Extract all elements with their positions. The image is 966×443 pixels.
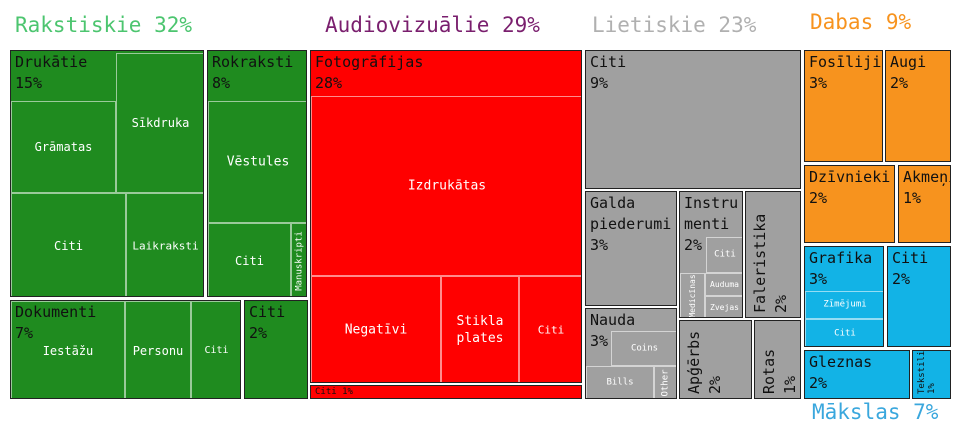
subcategory-cell: Iestāžu (11, 301, 125, 398)
category-cell: Citi 1% (310, 385, 582, 399)
subcategory-label: Zvejas (710, 302, 739, 312)
category-label: Dokumenti 7% (15, 303, 97, 342)
category-cell: Fotogrāfijas 28% Izdrukātas Negatīvi Stikla… (310, 50, 582, 383)
category-cell: Tekstilija 1% (912, 350, 951, 399)
category-cell: Faleristika 2% (745, 191, 801, 318)
subcategory-label: Citi (537, 323, 565, 337)
category-cell: Gleznas 2% (804, 350, 910, 399)
category-cell: Citi 9% (585, 50, 801, 189)
subcategory-cell: Izdrukātas (311, 96, 581, 276)
category-label: Tekstilija 1% (917, 350, 937, 394)
category-cell: Citi 2% (244, 300, 308, 399)
subcategory-cell: Vēstules (208, 101, 306, 223)
subcategory-label: Citi (204, 344, 229, 356)
subcategory-label: Sīkdruka (131, 116, 190, 130)
subcategory-label: Other (660, 369, 671, 397)
subcategory-cell: Auduma (705, 273, 742, 296)
category-label: Fotogrāfijas 28% (315, 53, 424, 92)
subcategory-label: Bills (606, 377, 634, 388)
subcategory-label: Laikraksti (132, 239, 199, 252)
subcategory-cell: Stikla plates (441, 276, 519, 382)
category-cell: Akmeņi 1% (898, 165, 951, 243)
category-cell: Galda piederumi 3% (585, 191, 677, 306)
subcategory-label: Stikla plates (456, 314, 504, 346)
category-label: Apģērbs 2% (685, 330, 724, 394)
subcategory-label: Citi (834, 328, 856, 338)
category-label: Dzīvnieki 2% (809, 168, 891, 207)
subcategory-cell: Bills (586, 366, 654, 398)
category-cell: Instru menti 2% Citi Medicīnas Auduma Zvejas (679, 191, 743, 318)
category-label: Gleznas 2% (809, 353, 873, 392)
category-label: Citi 2% (249, 303, 286, 342)
subcategory-label: Citi (54, 238, 83, 253)
category-cell: Citi 2% (887, 246, 951, 347)
group-label: Dabas 9% (810, 10, 912, 34)
group-label: Audiovizuālie 29% (325, 13, 540, 37)
category-label: Instru menti 2% (684, 194, 739, 254)
category-label: Grafika 3% (809, 249, 873, 288)
subcategory-cell: Grāmatas (11, 101, 116, 193)
subcategory-cell: Sīkdruka (116, 53, 203, 193)
category-label: Drukātie 15% (15, 53, 88, 92)
subcategory-cell: Manuskripti (291, 223, 306, 296)
subcategory-label: Citi (235, 253, 264, 268)
subcategory-cell: Medicīnas (680, 273, 705, 318)
subcategory-cell: Laikraksti (126, 193, 203, 296)
subcategory-label: Manuskripti (294, 230, 304, 291)
subcategory-label: Auduma (710, 279, 739, 289)
subcategory-label: Vēstules (226, 154, 290, 170)
group-label: Mākslas 7% (812, 400, 939, 424)
subcategory-label: Citi (714, 249, 736, 260)
subcategory-cell: Citi (208, 223, 291, 296)
category-label: Augi 2% (890, 53, 927, 92)
subcategory-cell: Citi (706, 237, 742, 273)
group-label: Lietiskie 23% (592, 13, 757, 37)
category-label: Rokraksti 8% (212, 53, 294, 92)
subcategory-cell: Negatīvi (311, 276, 441, 382)
category-label: Citi 1% (315, 387, 353, 397)
subcategory-label: Izdrukātas (407, 178, 487, 194)
group-label: Rakstiskie 32% (15, 13, 193, 37)
subcategory-cell: Citi (11, 193, 126, 296)
category-label: Faleristika 2% (751, 213, 790, 313)
subcategory-cell: Zvejas (705, 296, 742, 317)
category-cell: Augi 2% (885, 50, 951, 162)
category-label: Citi 9% (590, 53, 627, 92)
category-label: Rotas 1% (760, 348, 799, 394)
subcategory-label: Zīmējumi (823, 299, 867, 310)
category-cell: Dzīvnieki 2% (804, 165, 895, 243)
category-cell: Rokraksti 8% Vēstules Citi Manuskripti (207, 50, 307, 297)
subcategory-cell: Citi (191, 301, 240, 398)
category-cell: Fosīliji 3% (804, 50, 883, 162)
subcategory-cell: Citi (519, 276, 581, 382)
subcategory-cell: Coins (611, 331, 676, 366)
subcategory-label: Negatīvi (344, 322, 408, 338)
category-label: Akmeņi 1% (903, 168, 950, 207)
category-cell: Drukātie 15% Grāmatas Sīkdruka Citi Laikraks… (10, 50, 204, 297)
category-label: Fosīliji 3% (809, 53, 882, 92)
subcategory-label: Medicīnas (687, 274, 697, 318)
category-cell: Apģērbs 2% (679, 320, 752, 399)
subcategory-label: Grāmatas (34, 140, 93, 154)
category-label: Citi 2% (892, 249, 929, 288)
category-cell: Grafika 3% Zīmējumi Citi (804, 246, 884, 347)
category-label: Nauda 3% (590, 311, 636, 350)
category-cell: Dokumenti 7% Iestāžu Personu Citi (10, 300, 241, 399)
subcategory-cell: Personu (125, 301, 191, 398)
subcategory-cell: Other (654, 366, 676, 398)
subcategory-label: Coins (630, 343, 659, 353)
subcategory-cell: Zīmējumi (805, 291, 883, 319)
category-label: Galda piederumi 3% (590, 194, 672, 254)
subcategory-label: Iestāžu (42, 343, 94, 358)
category-cell: Nauda 3% Coins Bills Other (585, 308, 677, 399)
category-cell: Rotas 1% (754, 320, 801, 399)
subcategory-cell: Citi (805, 319, 883, 346)
subcategory-label: Personu (132, 343, 184, 358)
